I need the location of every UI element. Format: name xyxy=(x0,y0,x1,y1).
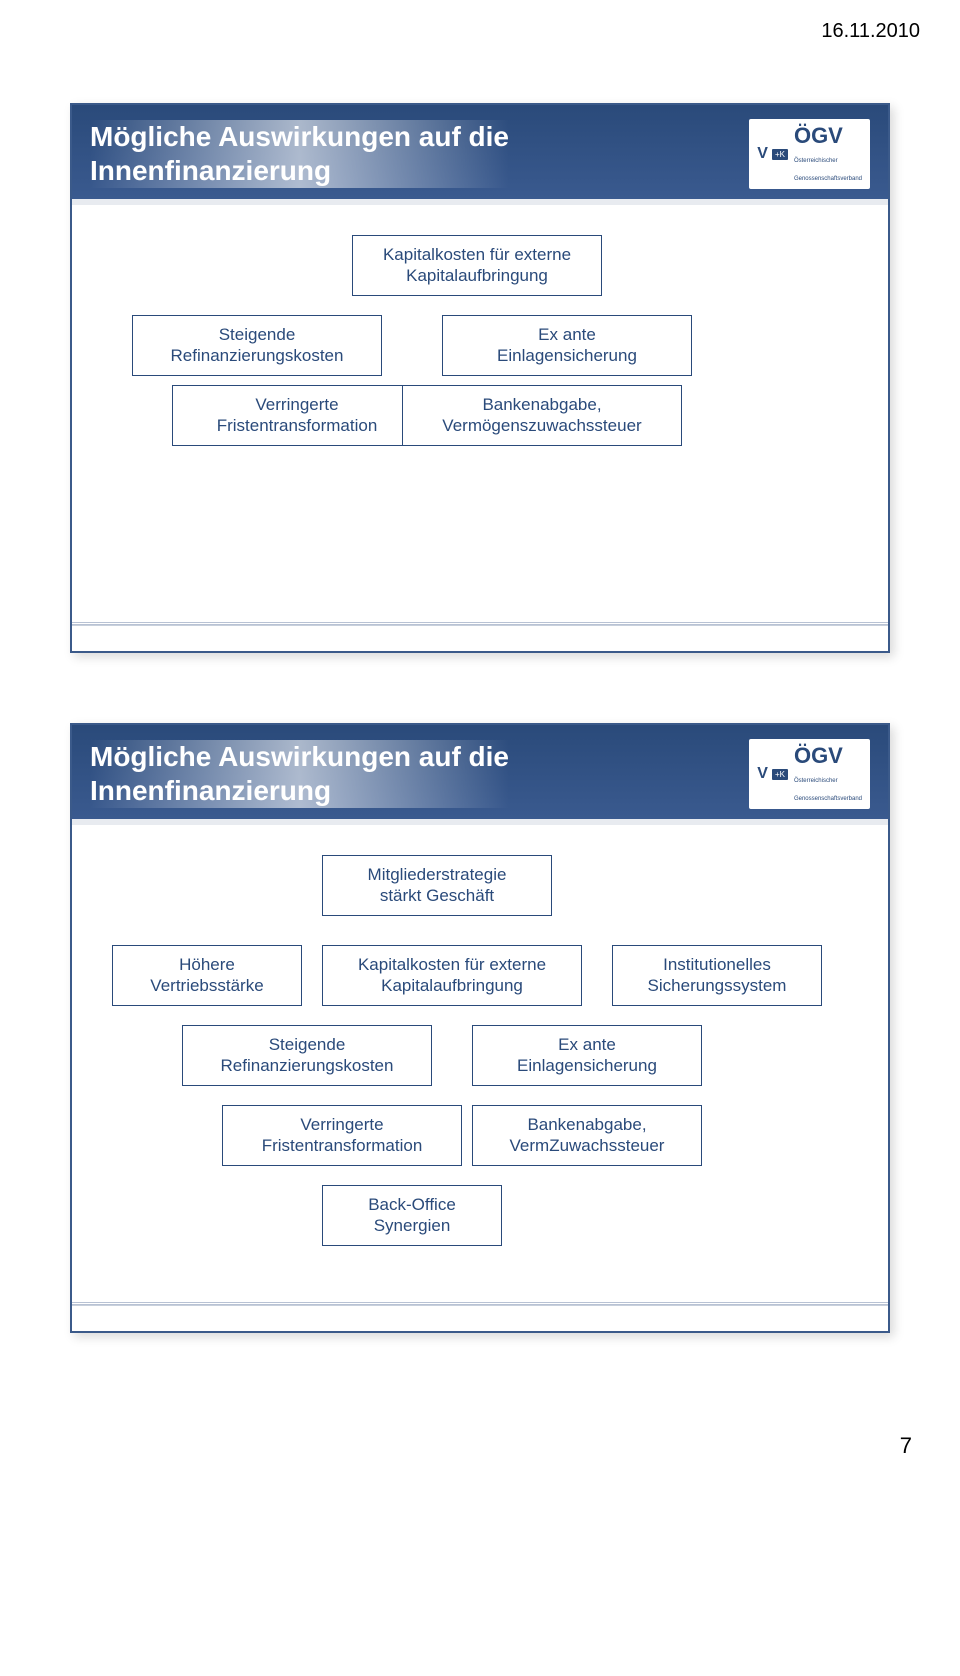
logo-sub1: Österreichischer xyxy=(794,778,838,784)
slide-title: Mögliche Auswirkungen auf dieInnenfinanz… xyxy=(90,120,509,187)
box-ex-ante: Ex anteEinlagensicherung xyxy=(442,315,692,376)
logo-v-icon: V xyxy=(757,765,766,783)
box-bankenabgabe-2: Bankenabgabe,VermZuwachssteuer xyxy=(472,1105,702,1166)
slide-footer xyxy=(72,625,888,651)
box-verringerte-fristen-2: VerringerteFristentransformation xyxy=(222,1105,462,1166)
logo-v-icon: V xyxy=(757,145,766,163)
logo: V +K ÖGV Österreichischer Genossenschaft… xyxy=(749,119,870,189)
box-kapitalkosten: Kapitalkosten für externeKapitalaufbring… xyxy=(352,235,602,296)
box-ex-ante-2: Ex anteEinlagensicherung xyxy=(472,1025,702,1086)
slide-body: Mitgliederstrategiestärkt Geschäft Höher… xyxy=(72,825,888,1305)
slide-1: Mögliche Auswirkungen auf dieInnenfinanz… xyxy=(70,103,890,653)
box-institutionelles: InstitutionellesSicherungssystem xyxy=(612,945,822,1006)
logo-sub2: Genossenschaftsverband xyxy=(794,796,862,802)
slide-header: Mögliche Auswirkungen auf dieInnenfinanz… xyxy=(72,725,888,825)
logo-brand: ÖGV xyxy=(794,743,843,768)
logo-brand: ÖGV xyxy=(794,123,843,148)
slide-body: Kapitalkosten für externeKapitalaufbring… xyxy=(72,205,888,625)
box-kapitalkosten-2: Kapitalkosten für externeKapitalaufbring… xyxy=(322,945,582,1006)
box-steigende-refi-2: SteigendeRefinanzierungskosten xyxy=(182,1025,432,1086)
box-bankenabgabe: Bankenabgabe,Vermögenszuwachssteuer xyxy=(402,385,682,446)
page-number: 7 xyxy=(0,1403,960,1479)
logo-tag: +K xyxy=(772,149,788,160)
slide-2: Mögliche Auswirkungen auf dieInnenfinanz… xyxy=(70,723,890,1333)
box-steigende-refi: SteigendeRefinanzierungskosten xyxy=(132,315,382,376)
logo-sub1: Österreichischer xyxy=(794,158,838,164)
box-mitgliederstrategie: Mitgliederstrategiestärkt Geschäft xyxy=(322,855,552,916)
box-back-office: Back-OfficeSynergien xyxy=(322,1185,502,1246)
slide-footer xyxy=(72,1305,888,1331)
logo-tag: +K xyxy=(772,769,788,780)
logo: V +K ÖGV Österreichischer Genossenschaft… xyxy=(749,739,870,809)
slide-title: Mögliche Auswirkungen auf dieInnenfinanz… xyxy=(90,740,509,807)
logo-sub2: Genossenschaftsverband xyxy=(794,176,862,182)
page-date: 16.11.2010 xyxy=(0,0,960,53)
box-verringerte-fristen: VerringerteFristentransformation xyxy=(172,385,422,446)
slide-header: Mögliche Auswirkungen auf dieInnenfinanz… xyxy=(72,105,888,205)
box-hoehere-vertrieb: HöhereVertriebsstärke xyxy=(112,945,302,1006)
